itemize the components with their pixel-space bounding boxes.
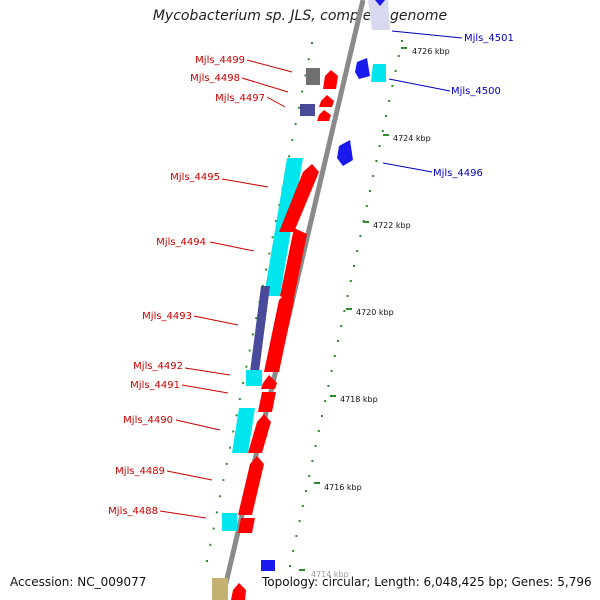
gene-label[interactable]: Mjls_4491 xyxy=(130,380,180,391)
feature-mjls-4493[interactable] xyxy=(250,286,270,372)
gene-label[interactable]: Mjls_4492 xyxy=(133,361,183,372)
gene-label[interactable]: Mjls_4497 xyxy=(215,93,265,104)
features-forward-strand xyxy=(231,70,338,600)
gene-label[interactable]: Mjls_4489 xyxy=(115,466,165,477)
tick-label: 4714 kbp xyxy=(311,570,349,579)
feature-mjls-4497-b[interactable] xyxy=(317,110,331,121)
gene-label[interactable]: Mjls_4490 xyxy=(123,415,173,426)
accession-label: Accession: NC_009077 xyxy=(10,575,147,589)
gene-label[interactable]: Mjls_4488 xyxy=(108,506,158,517)
feature-mjls-4491-b[interactable] xyxy=(258,392,276,412)
feature-mjls-4498[interactable] xyxy=(323,70,338,89)
feature-mjls-4488[interactable] xyxy=(222,513,237,531)
feature-mjls-4490[interactable] xyxy=(232,408,255,453)
gene-label[interactable]: Mjls_4493 xyxy=(142,311,192,322)
feature-mjls-4496[interactable] xyxy=(337,140,353,166)
feature-mjls-4494[interactable] xyxy=(279,164,319,232)
tick-label: 4716 kbp xyxy=(324,483,362,492)
feature-mjls-4501[interactable] xyxy=(368,0,390,30)
feature-mjls-4497[interactable] xyxy=(300,104,315,116)
tick-label: 4720 kbp xyxy=(356,308,394,317)
feature-mjls-4489[interactable] xyxy=(238,456,264,515)
feature-mjls-4488-fwd[interactable] xyxy=(238,518,255,533)
label-leader-lines xyxy=(159,30,463,519)
scale-track-right xyxy=(289,40,403,567)
features-reverse-strand xyxy=(212,68,320,600)
genome-summary-label: Topology: circular; Length: 6,048,425 bp… xyxy=(262,575,592,589)
gene-label[interactable]: Mjls_4500 xyxy=(451,86,501,97)
gene-label[interactable]: Mjls_4496 xyxy=(433,168,483,179)
feature-mjls-4500-cyan[interactable] xyxy=(371,64,386,82)
gene-label[interactable]: Mjls_4494 xyxy=(156,237,206,248)
feature-mjls-4497-fwd[interactable] xyxy=(319,95,334,107)
feature-mjls-4490-fwd[interactable] xyxy=(248,414,271,453)
feature-gene-tan[interactable] xyxy=(212,578,228,600)
gene-label[interactable]: Mjls_4499 xyxy=(195,55,245,66)
scale-ticks xyxy=(299,47,407,571)
feature-mjls-4494-b[interactable] xyxy=(280,228,307,302)
feature-mjls-4493-fwd[interactable] xyxy=(264,292,294,372)
feature-mjls-4492[interactable] xyxy=(246,370,262,386)
feature-gene-blue-bottom[interactable] xyxy=(261,560,275,571)
feature-mjls-4491[interactable] xyxy=(261,375,277,389)
tick-label: 4724 kbp xyxy=(393,134,431,143)
right-gene-labels: Mjls_4501 Mjls_4500 Mjls_4496 xyxy=(433,33,514,179)
tick-label: 4718 kbp xyxy=(340,395,378,404)
features-right-side xyxy=(261,0,390,571)
scale-tick-labels: 4726 kbp 4724 kbp 4722 kbp 4720 kbp 4718… xyxy=(311,47,450,579)
left-gene-labels: Mjls_4499 Mjls_4498 Mjls_4497 Mjls_4495 … xyxy=(108,55,265,517)
feature-mjls-4500[interactable] xyxy=(355,58,370,79)
gene-label[interactable]: Mjls_4498 xyxy=(190,73,240,84)
feature-mjls-4499[interactable] xyxy=(306,68,320,85)
tick-label: 4726 kbp xyxy=(412,47,450,56)
feature-mjls-4501-top[interactable] xyxy=(375,0,385,6)
gene-label[interactable]: Mjls_4501 xyxy=(464,33,514,44)
feature-gene-red-bottom[interactable] xyxy=(231,583,246,600)
tick-label: 4722 kbp xyxy=(373,221,411,230)
gene-label[interactable]: Mjls_4495 xyxy=(170,172,220,183)
